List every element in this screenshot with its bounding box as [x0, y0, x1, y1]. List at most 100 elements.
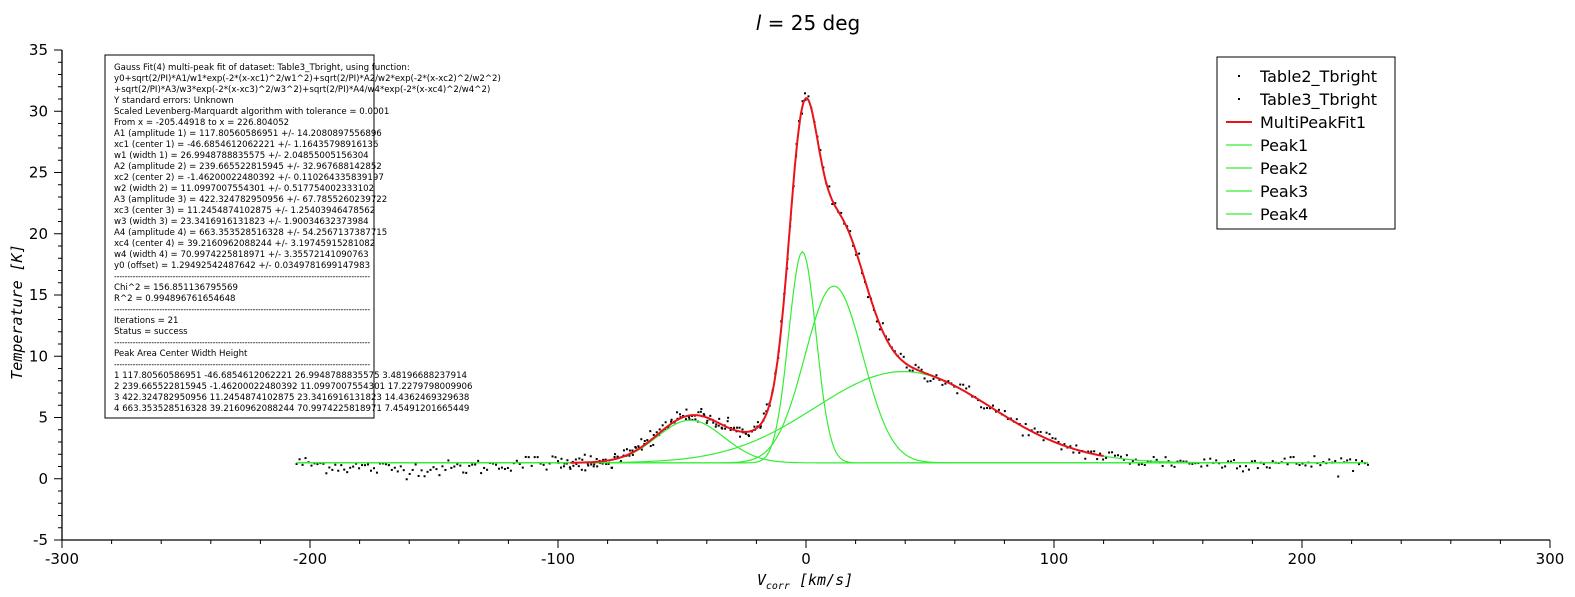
- data-point: [438, 474, 441, 477]
- data-point: [1164, 456, 1167, 459]
- y-tick-label: -5: [33, 531, 48, 549]
- data-point: [1304, 464, 1307, 467]
- data-point: [346, 471, 349, 474]
- data-point: [367, 463, 370, 466]
- stats-line: xc2 (center 2) = -1.46200022480392 +/- 0…: [114, 173, 384, 183]
- data-point: [325, 472, 328, 475]
- data-point: [569, 467, 572, 470]
- data-point: [1313, 455, 1316, 458]
- data-point: [468, 464, 471, 467]
- data-point: [613, 455, 616, 458]
- data-point: [614, 453, 617, 456]
- data-point: [685, 408, 688, 411]
- data-point: [515, 459, 518, 462]
- legend-label: Table2_Tbright: [1259, 67, 1377, 87]
- data-point: [1045, 431, 1048, 434]
- data-point: [759, 425, 762, 428]
- data-point: [702, 413, 705, 416]
- data-point: [566, 459, 569, 462]
- legend-label: Peak4: [1260, 205, 1308, 224]
- data-point: [804, 92, 807, 95]
- data-point: [700, 408, 703, 411]
- data-point: [736, 426, 739, 429]
- data-point: [1340, 457, 1343, 460]
- data-point: [634, 446, 637, 449]
- data-point: [402, 469, 405, 472]
- data-point: [328, 466, 331, 469]
- data-point: [524, 455, 527, 458]
- data-point: [387, 464, 390, 467]
- data-point: [703, 414, 706, 417]
- series-Table3_Tbright: [295, 95, 1369, 481]
- data-point: [929, 380, 932, 383]
- data-point: [375, 471, 378, 474]
- stats-line: Chi^2 = 156.851136795569: [114, 283, 238, 293]
- data-point: [462, 471, 465, 474]
- data-point: [670, 420, 673, 423]
- data-point: [1230, 460, 1233, 463]
- data-point: [1078, 451, 1081, 454]
- data-point: [908, 369, 911, 372]
- data-point: [1084, 457, 1087, 460]
- data-point: [521, 466, 524, 469]
- data-point: [899, 352, 902, 355]
- data-point: [831, 203, 834, 206]
- data-point: [337, 469, 340, 472]
- data-point: [352, 465, 355, 468]
- data-point: [364, 464, 367, 467]
- data-point: [1289, 456, 1292, 459]
- data-point: [1310, 465, 1313, 468]
- stats-line: A3 (amplitude 3) = 422.324782950956 +/- …: [114, 195, 387, 205]
- data-point: [450, 466, 453, 469]
- data-point: [1057, 440, 1060, 443]
- data-point: [1119, 455, 1122, 458]
- data-point: [1003, 410, 1006, 413]
- data-point: [474, 463, 477, 466]
- data-point: [396, 470, 399, 473]
- data-point: [1268, 466, 1271, 469]
- data-point: [1262, 463, 1265, 466]
- data-point: [1143, 464, 1146, 467]
- x-tick-label: 200: [1288, 550, 1317, 568]
- data-point: [592, 465, 595, 468]
- stats-line: Status = success: [114, 327, 188, 337]
- data-point: [361, 464, 364, 467]
- data-point: [1111, 451, 1114, 454]
- legend-label: Peak1: [1260, 136, 1308, 155]
- data-point: [530, 464, 533, 467]
- data-point: [1179, 459, 1182, 462]
- stats-separator: ----------------------------------------…: [114, 305, 370, 315]
- data-point: [709, 414, 712, 417]
- data-point: [349, 466, 352, 469]
- data-point: [741, 428, 744, 431]
- data-point: [563, 462, 566, 465]
- data-point: [1099, 452, 1102, 455]
- data-point: [1102, 458, 1105, 461]
- data-point: [640, 438, 643, 441]
- data-point: [1244, 465, 1247, 468]
- series-Table2_Tbright: [557, 92, 807, 471]
- data-point: [370, 469, 373, 472]
- stats-line: Iterations = 21: [114, 316, 179, 326]
- data-point: [420, 469, 423, 472]
- data-point: [1224, 465, 1227, 468]
- data-point: [867, 296, 869, 299]
- stats-line: w4 (width 4) = 70.9974225818971 +/- 3.35…: [114, 250, 369, 260]
- data-point: [322, 462, 325, 465]
- data-point: [539, 462, 542, 465]
- data-point: [715, 423, 718, 426]
- tick-labels: -300 -200 -100 0 100 200 300 -5 0 5 10 15 20 25 30 35: [29, 41, 1564, 568]
- data-point: [435, 468, 438, 471]
- series-MultiPeakFit1: [570, 97, 1104, 464]
- data-point: [343, 468, 346, 471]
- data-point: [1060, 448, 1063, 451]
- stats-line: w2 (width 2) = 11.0997007554301 +/- 0.51…: [114, 184, 374, 194]
- stats-line: 3 422.324782950956 11.2454874102875 23.3…: [114, 393, 469, 403]
- data-point: [441, 465, 444, 468]
- data-point: [622, 449, 625, 452]
- data-point: [565, 462, 568, 465]
- data-point: [316, 463, 319, 466]
- y-tick-label: 10: [29, 347, 48, 365]
- data-point: [1048, 433, 1051, 436]
- data-point: [533, 456, 536, 459]
